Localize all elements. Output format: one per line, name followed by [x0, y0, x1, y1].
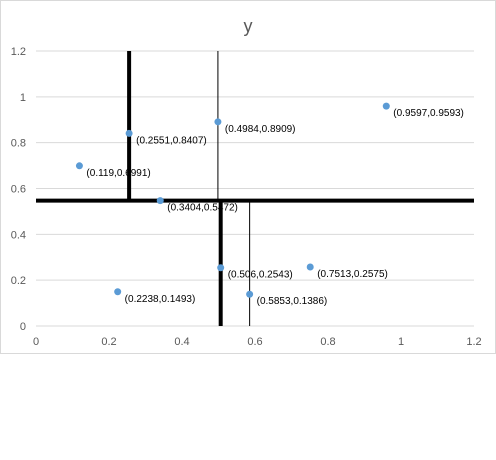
data-label-0: (0.119,0.6991): [86, 168, 150, 179]
gridlines: [36, 50, 474, 281]
data-point-1: [125, 129, 133, 137]
data-label-6: (0.7513,0.2575): [317, 269, 388, 280]
x-tick-label: 1.2: [466, 336, 481, 348]
y-tick-label: 0.8: [11, 138, 26, 150]
data-label-1: (0.2551,0.8407): [136, 135, 207, 146]
x-tick-label: 0.6: [247, 336, 262, 348]
scatter-chart: y 0 0.2 0.4 0.6 0.8 1 1.2 0 0.2 0.4 0.6 0.8 1 1.2 (0…: [11, 16, 482, 348]
x-tick-label: 1: [398, 336, 404, 348]
x-tick-labels: 0 0.2 0.4 0.6 0.8 1 1.2: [33, 336, 482, 348]
y-tick-label: 0.2: [11, 275, 26, 287]
data-point-8: [246, 290, 254, 298]
data-point-3: [382, 102, 390, 110]
y-tick-label: 1.2: [11, 46, 26, 58]
y-tick-label: 1: [20, 92, 26, 104]
data-point-5: [217, 264, 225, 272]
y-tick-label: 0.4: [11, 229, 26, 241]
data-label-5: (0.506,0.2543): [228, 270, 293, 281]
data-labels: (0.119,0.6991) (0.2551,0.8407) (0.4984,0.8…: [86, 108, 463, 307]
x-tick-label: 0.8: [320, 336, 335, 348]
data-label-7: (0.2238,0.1493): [125, 294, 196, 305]
data-label-2: (0.4984,0.8909): [225, 124, 296, 135]
data-points: [75, 102, 390, 298]
y-tick-labels: 0 0.2 0.4 0.6 0.8 1 1.2: [11, 46, 26, 333]
data-label-3: (0.9597,0.9593): [393, 108, 464, 119]
y-tick-label: 0: [20, 321, 26, 333]
divider-lines: [36, 51, 474, 326]
x-tick-label: 0.4: [174, 336, 189, 348]
data-point-7: [114, 288, 122, 296]
x-tick-label: 0: [33, 336, 39, 348]
data-point-2: [214, 118, 222, 126]
data-point-0: [75, 162, 83, 170]
data-label-8: (0.5853,0.1386): [257, 296, 328, 307]
data-point-6: [306, 263, 314, 271]
x-tick-label: 0.2: [101, 336, 116, 348]
data-point-4: [156, 197, 164, 205]
chart-title: y: [244, 16, 253, 36]
y-tick-label: 0.6: [11, 184, 26, 196]
data-label-4: (0.3404,0.5472): [167, 203, 238, 214]
chart-frame: y 0 0.2 0.4 0.6 0.8 1 1.2 0 0.2 0.4 0.6 0.8 1 1.2 (0…: [0, 0, 496, 354]
